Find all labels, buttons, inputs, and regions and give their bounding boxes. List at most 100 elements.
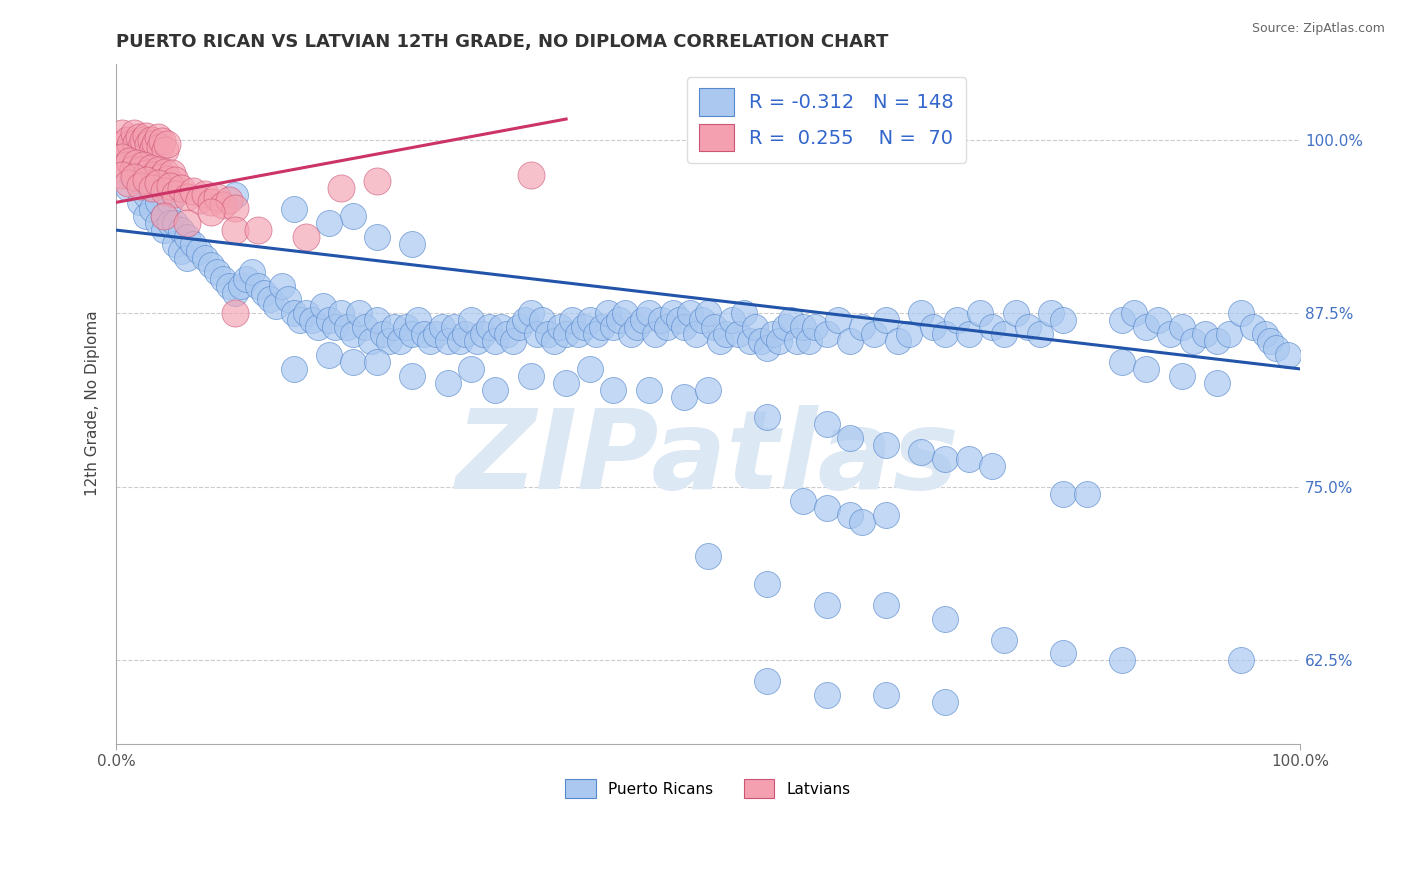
Point — [436, 334, 458, 348]
Point — [135, 188, 157, 202]
Point — [143, 168, 166, 182]
Point — [875, 508, 897, 522]
Point — [129, 163, 152, 178]
Point — [609, 313, 631, 327]
Point — [1135, 362, 1157, 376]
Point — [152, 134, 174, 148]
Point — [395, 320, 418, 334]
Point — [430, 320, 453, 334]
Point — [253, 285, 276, 300]
Point — [425, 327, 447, 342]
Point — [851, 515, 873, 529]
Point — [454, 327, 477, 342]
Point — [318, 216, 340, 230]
Point — [631, 313, 654, 327]
Point — [117, 143, 139, 157]
Point — [181, 237, 204, 252]
Point — [152, 184, 174, 198]
Point — [294, 306, 316, 320]
Point — [780, 313, 803, 327]
Point — [614, 306, 637, 320]
Point — [827, 313, 849, 327]
Point — [194, 186, 217, 201]
Point — [146, 130, 169, 145]
Point — [709, 334, 731, 348]
Point — [224, 285, 246, 300]
Point — [139, 161, 162, 175]
Point — [697, 306, 720, 320]
Point — [224, 306, 246, 320]
Point — [401, 327, 423, 342]
Point — [673, 320, 696, 334]
Point — [1194, 327, 1216, 342]
Point — [519, 368, 541, 383]
Point — [502, 334, 524, 348]
Point — [690, 313, 713, 327]
Point — [135, 128, 157, 143]
Point — [591, 320, 613, 334]
Point — [125, 136, 148, 150]
Point — [792, 493, 814, 508]
Point — [366, 174, 388, 188]
Point — [697, 549, 720, 564]
Point — [561, 313, 583, 327]
Point — [685, 327, 707, 342]
Point — [129, 178, 152, 193]
Point — [235, 271, 257, 285]
Point — [519, 306, 541, 320]
Point — [815, 598, 838, 612]
Point — [756, 674, 779, 689]
Point — [122, 170, 145, 185]
Point — [360, 334, 382, 348]
Point — [159, 195, 181, 210]
Point — [548, 320, 571, 334]
Point — [839, 334, 862, 348]
Point — [1052, 487, 1074, 501]
Point — [762, 327, 785, 342]
Point — [661, 306, 683, 320]
Point — [156, 136, 179, 151]
Point — [839, 508, 862, 522]
Text: PUERTO RICAN VS LATVIAN 12TH GRADE, NO DIPLOMA CORRELATION CHART: PUERTO RICAN VS LATVIAN 12TH GRADE, NO D… — [117, 33, 889, 51]
Point — [389, 334, 412, 348]
Point — [371, 327, 394, 342]
Point — [792, 320, 814, 334]
Point — [1206, 334, 1229, 348]
Point — [224, 188, 246, 202]
Text: Source: ZipAtlas.com: Source: ZipAtlas.com — [1251, 22, 1385, 36]
Point — [496, 327, 519, 342]
Point — [247, 223, 270, 237]
Point — [115, 133, 138, 147]
Point — [323, 320, 346, 334]
Point — [1253, 327, 1275, 342]
Point — [638, 383, 661, 397]
Point — [118, 153, 141, 168]
Point — [714, 327, 737, 342]
Point — [152, 209, 174, 223]
Point — [377, 334, 399, 348]
Point — [111, 149, 134, 163]
Point — [224, 223, 246, 237]
Point — [1170, 368, 1192, 383]
Point — [934, 452, 956, 467]
Point — [125, 156, 148, 170]
Point — [1230, 653, 1253, 667]
Point — [969, 306, 991, 320]
Point — [205, 190, 228, 204]
Point — [146, 195, 169, 210]
Point — [1260, 334, 1282, 348]
Point — [484, 334, 506, 348]
Point — [773, 320, 796, 334]
Point — [170, 223, 193, 237]
Point — [851, 320, 873, 334]
Point — [330, 181, 353, 195]
Point — [910, 306, 932, 320]
Point — [366, 230, 388, 244]
Point — [602, 320, 624, 334]
Point — [803, 320, 825, 334]
Point — [1052, 647, 1074, 661]
Point — [211, 198, 233, 212]
Point — [132, 133, 155, 147]
Point — [993, 632, 1015, 647]
Point — [307, 320, 329, 334]
